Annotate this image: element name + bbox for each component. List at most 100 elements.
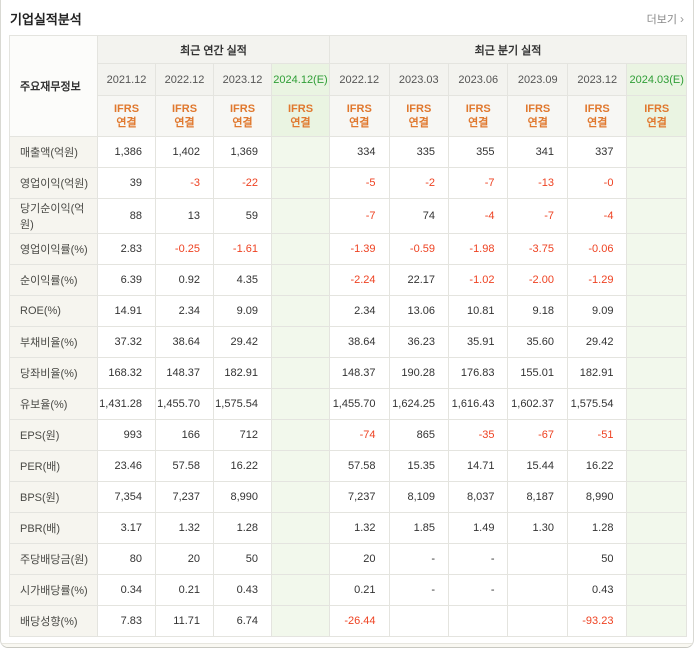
- value-cell: [270, 512, 331, 544]
- value-cell: [626, 167, 687, 199]
- value-cell: [270, 136, 331, 168]
- value-cell: 1,624.25: [388, 388, 450, 420]
- table-row: 순이익률(%) 6.39 0.92 4.35 -2.24 22.17 -1.02 -2.00-…: [9, 264, 687, 296]
- value-cell: 355: [447, 136, 509, 168]
- value-cell: -67: [507, 419, 568, 451]
- value-cell: 7,354: [97, 481, 156, 513]
- value-cell: 1,616.43: [447, 388, 509, 420]
- value-cell: 20: [155, 543, 214, 575]
- table-row: 유보율(%) 1,431.28 1,455.70 1,575.54 1,455.70 1,…: [9, 388, 687, 420]
- value-cell: 20: [329, 543, 390, 575]
- value-cell: [270, 481, 331, 513]
- row-label: 주당배당금(원): [9, 543, 98, 575]
- value-cell: 50: [213, 543, 272, 575]
- value-cell: [626, 357, 687, 389]
- value-cell: [270, 326, 331, 358]
- value-cell: 3.17: [97, 512, 156, 544]
- table-row: 매출액(억원) 1,386 1,402 1,369 334 335 355 341 337: [9, 136, 687, 168]
- value-cell: 16.22: [566, 450, 628, 482]
- table-row: 당기순이익(억원) 88 13 59 -7 74 -4 -7 -4: [9, 198, 687, 234]
- value-cell: 80: [97, 543, 156, 575]
- value-cell: 335: [388, 136, 450, 168]
- period-header: 2023.09: [507, 63, 568, 96]
- table-row: 영업이익률(%) 2.83 -0.25 -1.61 -1.39 -0.59 -1.98 -3.…: [9, 233, 687, 265]
- value-cell: 1,369: [213, 136, 272, 168]
- value-cell: [626, 233, 687, 265]
- value-cell: 8,187: [507, 481, 568, 513]
- value-cell: [626, 574, 687, 606]
- ifrs-header: IFRS 연결: [626, 95, 687, 137]
- table-row: BPS(원) 7,354 7,237 8,990 7,237 8,109 8,037 8,18…: [9, 481, 687, 513]
- value-cell: 57.58: [155, 450, 214, 482]
- value-cell: 1,575.54: [213, 388, 272, 420]
- value-cell: [270, 264, 331, 296]
- value-cell: -3.75: [507, 233, 568, 265]
- value-cell: 865: [388, 419, 450, 451]
- table-row: 배당성향(%) 7.83 11.71 6.74 -26.44 -93.23: [9, 605, 687, 637]
- value-cell: 50: [566, 543, 628, 575]
- value-cell: 0.92: [155, 264, 214, 296]
- value-cell: -0.06: [566, 233, 628, 265]
- group-header-row: 주요재무정보 최근 연간 실적 최근 분기 실적: [9, 35, 687, 137]
- value-cell: 1,455.70: [155, 388, 214, 420]
- ifrs-header: IFRS 연결: [388, 95, 450, 137]
- value-cell: [270, 167, 331, 199]
- value-cell: -5: [329, 167, 390, 199]
- row-label: 순이익률(%): [9, 264, 98, 296]
- value-cell: [270, 543, 331, 575]
- value-cell: 1,455.70: [329, 388, 390, 420]
- ifrs-header: IFRS 연결: [507, 95, 568, 137]
- table-row: PER(배) 23.46 57.58 16.22 57.58 15.35 14.71 15.4…: [9, 450, 687, 482]
- value-cell: [507, 605, 568, 637]
- period-header: 2023.06: [447, 63, 509, 96]
- value-cell: 0.21: [329, 574, 390, 606]
- value-cell: [388, 605, 450, 637]
- value-cell: 1.30: [507, 512, 568, 544]
- footnotes: ·분기 실적은 해당 분기까지의 누적 실적에서 직전 분기까지의 누적 실적을…: [1, 643, 693, 647]
- value-cell: 23.46: [97, 450, 156, 482]
- value-cell: 88: [97, 198, 156, 234]
- ifrs-header-row: IFRS 연결 IFRS 연결 IFRS 연결 IFRS 연결 IFRS 연결 IFRS 연결 IFRS…: [10, 95, 687, 137]
- row-label: 부채비율(%): [9, 326, 98, 358]
- row-label: 배당성향(%): [9, 605, 98, 637]
- period-header: 2021.12: [97, 63, 156, 96]
- value-cell: [626, 512, 687, 544]
- quarterly-group-header: 최근 분기 실적: [329, 35, 687, 64]
- value-cell: -1.29: [566, 264, 628, 296]
- value-cell: [447, 605, 509, 637]
- period-header: 2022.12: [155, 63, 214, 96]
- value-cell: 2.34: [329, 295, 390, 327]
- value-cell: 22.17: [388, 264, 450, 296]
- row-label: 매출액(억원): [9, 136, 98, 168]
- value-cell: 16.22: [213, 450, 272, 482]
- value-cell: 166: [155, 419, 214, 451]
- more-link-label: 더보기: [646, 13, 677, 26]
- value-cell: [270, 450, 331, 482]
- row-label: 영업이익률(%): [9, 233, 98, 265]
- row-label: 영업이익(억원): [9, 167, 98, 199]
- value-cell: 341: [507, 136, 568, 168]
- more-link[interactable]: 더보기 ›: [647, 11, 684, 27]
- value-cell: 1.32: [155, 512, 214, 544]
- value-cell: 10.81: [447, 295, 509, 327]
- value-cell: 7.83: [97, 605, 156, 637]
- value-cell: 29.42: [213, 326, 272, 358]
- value-cell: 6.39: [97, 264, 156, 296]
- value-cell: 1.85: [388, 512, 450, 544]
- value-cell: 9.09: [566, 295, 628, 327]
- value-cell: 1,431.28: [97, 388, 156, 420]
- value-cell: -1.02: [447, 264, 509, 296]
- value-cell: 1,602.37: [507, 388, 568, 420]
- financial-table: 주요재무정보 최근 연간 실적 최근 분기 실적 2021.12 2022.12 2…: [9, 35, 687, 637]
- value-cell: -1.61: [213, 233, 272, 265]
- table-row: 당좌비율(%) 168.32 148.37 182.91 148.37 190.28 176…: [9, 357, 687, 389]
- table-row: 부채비율(%) 37.32 38.64 29.42 38.64 36.23 35.91 35.…: [9, 326, 687, 358]
- value-cell: 2.34: [155, 295, 214, 327]
- value-cell: 334: [329, 136, 390, 168]
- value-cell: 9.09: [213, 295, 272, 327]
- value-cell: 13.06: [388, 295, 450, 327]
- value-cell: [626, 481, 687, 513]
- value-cell: [626, 450, 687, 482]
- row-label: 당좌비율(%): [9, 357, 98, 389]
